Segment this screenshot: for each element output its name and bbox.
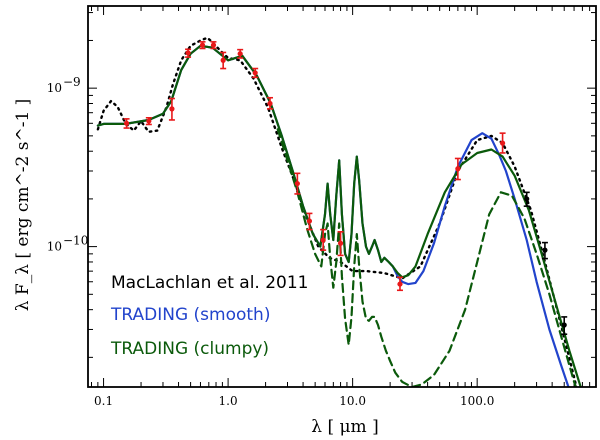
x-tick-label: 100.0 xyxy=(460,394,494,408)
plot-frame xyxy=(87,5,597,388)
data-point xyxy=(237,51,243,57)
y-tick-label: 10 xyxy=(47,240,62,254)
data-point xyxy=(220,57,226,63)
y-tick-label-base: 10 xyxy=(47,240,62,254)
x-tick-label: 1.0 xyxy=(219,394,238,408)
data-point xyxy=(252,70,258,76)
y-tick-label: 10 xyxy=(47,81,62,95)
legend-entry-trading-smooth: TRADING (smooth) xyxy=(110,305,270,325)
x-axis-label: λ [ μm ] xyxy=(311,417,378,437)
trading-clumpy-dashed-curve xyxy=(276,128,578,387)
data-point xyxy=(306,218,313,224)
data-point xyxy=(199,42,206,48)
x-tick-label: 0.1 xyxy=(94,394,113,408)
data-point xyxy=(561,322,567,328)
model-curves xyxy=(96,36,582,387)
y-axis-label: λ F_λ [ erg cm^-2 s^-1 ] xyxy=(13,99,33,312)
data-point xyxy=(397,281,403,287)
observed-photometry xyxy=(123,41,568,336)
data-point xyxy=(337,240,344,246)
data-point xyxy=(146,118,152,124)
y-tick-label-exponent: −9 xyxy=(63,75,81,89)
data-point xyxy=(210,42,217,48)
trading-clumpy-curve xyxy=(96,44,582,387)
legend-entry-trading-clumpy: TRADING (clumpy) xyxy=(110,339,269,359)
y-tick-label-base: 10 xyxy=(47,81,62,95)
data-point xyxy=(169,106,175,112)
data-point xyxy=(123,120,130,126)
legend-entry-maclachlan: MacLachlan et al. 2011 xyxy=(111,273,309,293)
legend: MacLachlan et al. 2011 TRADING (smooth) … xyxy=(110,273,309,359)
data-point xyxy=(542,247,548,253)
data-point xyxy=(294,180,300,187)
data-point xyxy=(499,140,506,146)
maclachlan-model-curve xyxy=(96,36,578,387)
x-tick-label: 10.0 xyxy=(339,394,366,408)
x-tick-labels: 0.1 1.0 10.0 100.0 xyxy=(94,394,494,408)
data-point xyxy=(455,166,461,172)
data-point xyxy=(267,100,273,107)
data-point xyxy=(524,196,530,202)
data-point xyxy=(320,237,326,243)
y-tick-label-exponent: −10 xyxy=(63,234,88,248)
y-tick-labels: 10−910−10 xyxy=(47,75,89,253)
data-point xyxy=(185,50,191,56)
